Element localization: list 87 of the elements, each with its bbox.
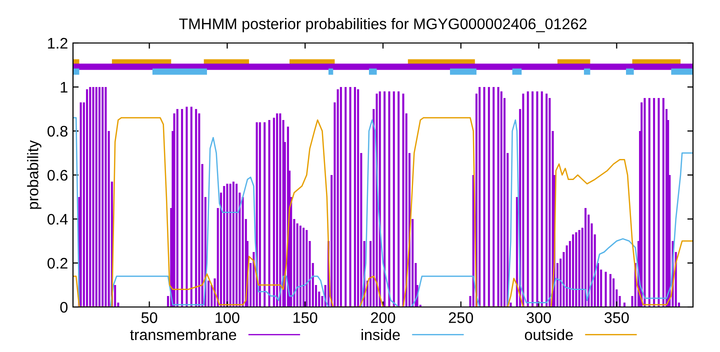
bar xyxy=(186,106,188,307)
bar xyxy=(349,87,352,307)
legend-label: transmembrane xyxy=(130,328,236,340)
bar xyxy=(522,94,524,307)
bar xyxy=(612,278,615,307)
bar xyxy=(609,274,612,307)
bar xyxy=(296,223,298,307)
legend-label: outside xyxy=(524,328,573,340)
bar xyxy=(223,186,226,307)
y-tick-label: 0 xyxy=(60,302,68,313)
bar xyxy=(540,91,543,307)
bar xyxy=(181,109,184,307)
x-tick-label: 50 xyxy=(141,312,158,324)
y-tick-label: 0.6 xyxy=(48,170,68,181)
bar xyxy=(653,98,656,307)
bar xyxy=(578,230,580,307)
bar xyxy=(80,102,82,307)
y-tick-label: 0.4 xyxy=(48,214,68,225)
bar xyxy=(402,94,404,307)
bar xyxy=(276,113,278,307)
bar xyxy=(526,91,529,307)
bar xyxy=(648,98,650,307)
bar xyxy=(89,87,92,307)
bar xyxy=(492,87,495,307)
bar xyxy=(640,102,643,307)
bar xyxy=(488,87,490,307)
bar xyxy=(268,120,270,307)
bar xyxy=(532,91,534,307)
x-tick-label: 200 xyxy=(371,312,396,324)
bar xyxy=(190,106,192,307)
bar xyxy=(357,89,360,307)
bar xyxy=(336,89,339,307)
bar xyxy=(388,91,390,307)
bar xyxy=(176,109,178,307)
bar xyxy=(478,87,481,307)
bar xyxy=(272,118,275,307)
bar xyxy=(340,87,342,307)
bar xyxy=(500,91,502,307)
y-tick-label: 1 xyxy=(60,82,68,93)
bar xyxy=(198,113,200,307)
bar xyxy=(232,182,234,307)
bar xyxy=(98,87,100,307)
bar xyxy=(662,98,664,307)
bar xyxy=(644,98,646,307)
bar xyxy=(195,109,198,307)
bar xyxy=(229,184,232,307)
bar xyxy=(384,91,386,307)
bar xyxy=(483,87,486,307)
x-tick-label: 150 xyxy=(294,312,318,324)
bar xyxy=(299,226,302,307)
x-tick-label: 250 xyxy=(448,312,474,324)
bar xyxy=(279,113,282,307)
bar xyxy=(584,208,587,307)
bar xyxy=(392,91,395,307)
x-tick-label: 100 xyxy=(216,312,240,324)
bar xyxy=(258,122,261,307)
x-tick-label: 350 xyxy=(604,312,629,324)
bar xyxy=(566,245,568,307)
y-tick-label: 1.2 xyxy=(48,38,68,49)
bar xyxy=(306,230,308,307)
bar xyxy=(302,228,305,307)
bar xyxy=(173,113,176,307)
bar xyxy=(264,122,266,307)
y-tick-label: 0.8 xyxy=(48,126,68,137)
bar xyxy=(344,87,347,307)
bar xyxy=(95,87,98,307)
bar xyxy=(536,91,538,307)
bar xyxy=(102,87,104,307)
bar xyxy=(510,302,512,307)
bar xyxy=(546,94,548,307)
bar xyxy=(572,234,574,307)
x-tick-label: 300 xyxy=(526,312,551,324)
y-tick-label: 0.2 xyxy=(48,258,68,269)
bar xyxy=(226,184,228,307)
bar xyxy=(92,87,94,307)
bar xyxy=(604,272,607,307)
chart-title: TMHMM posterior probabilities for MGYG000002406_01262 xyxy=(179,18,586,32)
bar xyxy=(398,91,400,307)
bar xyxy=(104,87,107,307)
bar xyxy=(86,89,88,307)
legend-label: inside xyxy=(362,328,400,340)
bar xyxy=(658,98,660,307)
y-axis-title: probability xyxy=(27,140,42,209)
bar xyxy=(497,87,500,307)
bar xyxy=(236,184,238,307)
bar xyxy=(575,232,578,307)
bar xyxy=(354,87,356,307)
